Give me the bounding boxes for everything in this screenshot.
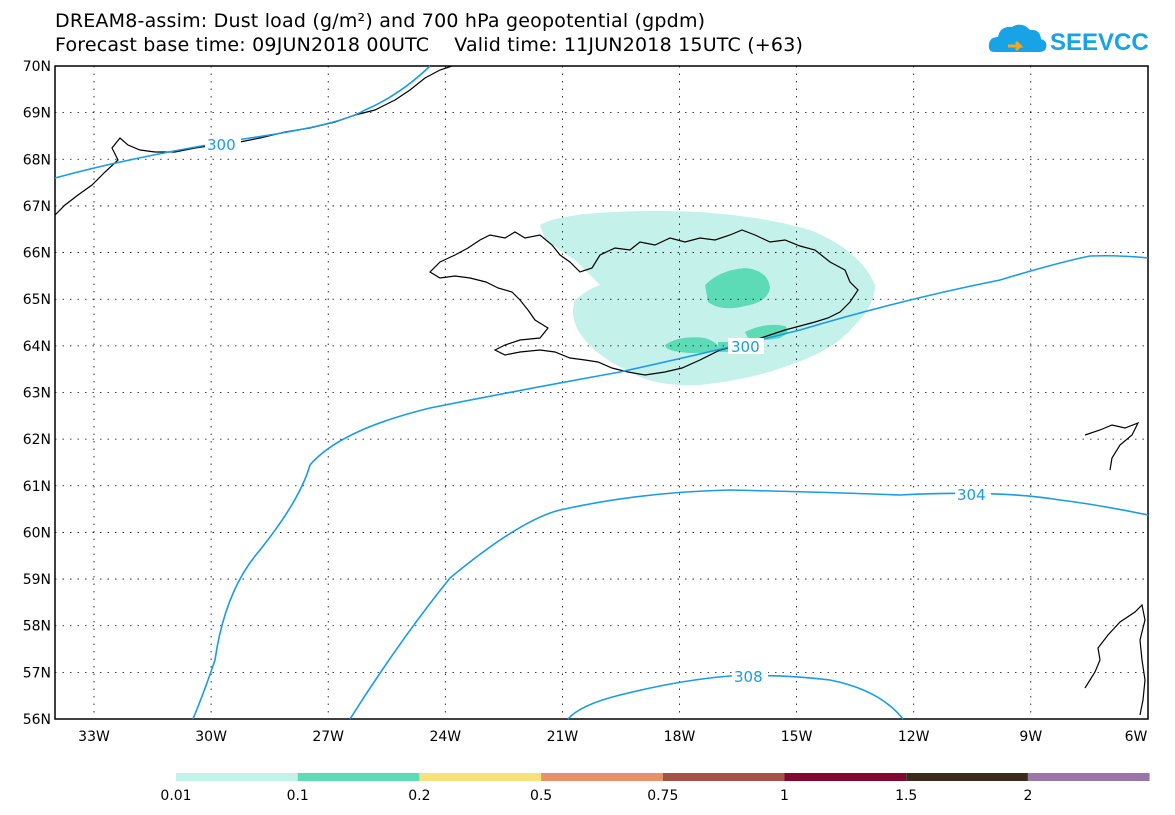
arrow-icon — [1008, 40, 1024, 52]
colorbar-tick-label: 0.1 — [287, 788, 309, 804]
lon-label: 27W — [312, 729, 344, 745]
logo-text: SEEVCCC — [1050, 29, 1148, 56]
graticule — [55, 66, 1149, 719]
contour-label-304: 304 — [957, 486, 986, 504]
colorbar-tick-label: 0.75 — [647, 788, 678, 804]
colorbar-swatch — [784, 773, 907, 781]
longitude-labels: 33W 30W 27W 24W 21W 18W 15W 12W 9W 6W — [78, 729, 1147, 745]
colorbar — [176, 773, 1150, 781]
cloud-icon — [988, 24, 1047, 52]
lat-label: 69N — [23, 106, 51, 122]
seevccc-logo: SEEVCCC — [988, 24, 1148, 56]
colorbar-tick-label: 2 — [1023, 788, 1032, 804]
map-subtitle-times: Forecast base time: 09JUN2018 00UTC Vali… — [55, 34, 804, 56]
lat-label: 61N — [23, 479, 51, 495]
contour-label-308: 308 — [734, 668, 763, 686]
lat-label: 64N — [23, 339, 51, 355]
colorbar-swatch — [662, 773, 785, 781]
iceland-coastline — [429, 229, 859, 376]
lon-label: 33W — [78, 729, 110, 745]
contour-300-south — [192, 254, 1149, 720]
colorbar-swatch — [419, 773, 542, 781]
lon-label: 6W — [1125, 729, 1148, 745]
lat-label: 70N — [23, 59, 51, 75]
dust-area-mid-1 — [705, 268, 770, 309]
lat-label: 58N — [23, 619, 51, 635]
map-frame — [54, 65, 1149, 720]
lat-label: 60N — [23, 525, 51, 541]
lon-label: 12W — [898, 729, 930, 745]
lat-label: 68N — [23, 152, 51, 168]
colorbar-tick-label: 0.2 — [408, 788, 430, 804]
contour-308 — [567, 674, 904, 720]
greenland-coastline — [54, 65, 453, 216]
map-title: DREAM8-assim: Dust load (g/m²) and 700 h… — [55, 10, 706, 32]
colorbar-swatch — [541, 773, 663, 781]
contour-304 — [349, 489, 1149, 720]
colorbar-tick-label: 1.5 — [895, 788, 917, 804]
contour-label-300-north: 300 — [207, 136, 236, 154]
colorbar-tick-label: 0.01 — [160, 788, 191, 804]
colorbar-swatch — [1027, 773, 1150, 781]
colorbar-swatch — [297, 773, 420, 781]
lon-label: 9W — [1019, 729, 1042, 745]
contour-300-north — [54, 65, 431, 179]
dust-area-mid-2 — [665, 337, 719, 354]
latitude-labels: 70N 69N 68N 67N 66N 65N 64N 63N 62N 61N 60N 59N 58N 5… — [23, 59, 51, 728]
scotland-coastline — [1084, 603, 1146, 716]
colorbar-tick-label: 1 — [780, 788, 789, 804]
lat-label: 67N — [23, 199, 51, 215]
contour-label-300-south: 300 — [731, 338, 760, 356]
lat-label: 56N — [23, 712, 51, 728]
lat-label: 59N — [23, 572, 51, 588]
lat-label: 62N — [23, 432, 51, 448]
colorbar-swatch — [906, 773, 1028, 781]
colorbar-tick-label: 0.5 — [530, 788, 552, 804]
lon-label: 24W — [429, 729, 461, 745]
lat-label: 66N — [23, 246, 51, 262]
faroe-coastline — [1084, 421, 1140, 471]
lon-label: 30W — [195, 729, 227, 745]
lat-label: 57N — [23, 665, 51, 681]
lat-label: 63N — [23, 386, 51, 402]
lon-label: 18W — [664, 729, 696, 745]
lon-label: 21W — [547, 729, 579, 745]
colorbar-tick-labels: 0.01 0.1 0.2 0.5 0.75 1 1.5 2 — [160, 788, 1032, 804]
lon-label: 15W — [781, 729, 813, 745]
colorbar-swatch — [176, 773, 298, 781]
lat-label: 65N — [23, 292, 51, 308]
